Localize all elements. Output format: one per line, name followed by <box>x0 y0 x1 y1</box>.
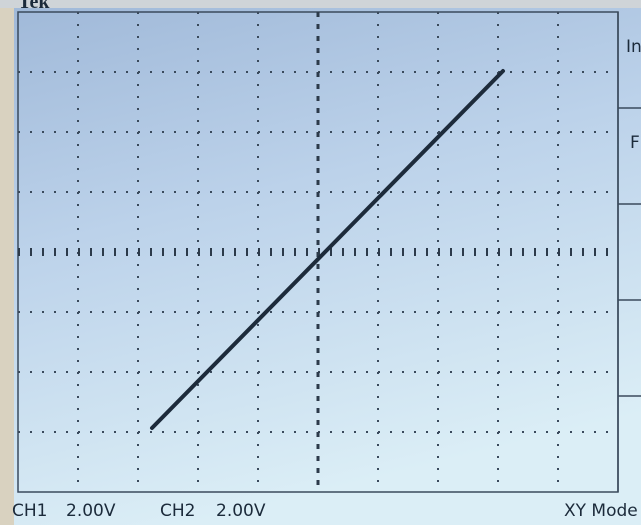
ch2-scale: 2.00V <box>216 501 266 521</box>
mode: XY Mode <box>564 501 638 521</box>
ch1-scale: 2.00V <box>66 501 116 521</box>
menu-item: F <box>630 133 640 153</box>
ch2-label: CH2 <box>160 501 195 521</box>
scope-screen: In F Tek CH1 2.00V CH2 2.00V XY Mode <box>0 0 641 525</box>
bezel-top <box>0 0 641 8</box>
bezel-left <box>0 0 14 525</box>
page: In F Tek CH1 2.00V CH2 2.00V XY Mode (()… <box>0 0 641 525</box>
menu-item: In <box>626 37 641 57</box>
ch1-label: CH1 <box>12 501 47 521</box>
brand: Tek <box>18 0 50 13</box>
background <box>0 0 641 525</box>
